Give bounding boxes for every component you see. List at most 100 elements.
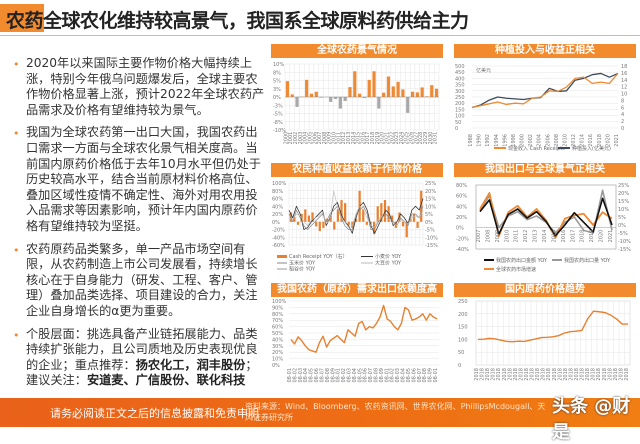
svg-text:-10%: -10%: [425, 235, 438, 241]
svg-text:2007: 2007: [476, 230, 482, 243]
svg-text:2008: 2008: [485, 230, 491, 243]
footer-bar: 请务必阅读正文之后的信息披露和免责申明 资料来源：Wind、Bloomberg、…: [0, 398, 640, 427]
svg-text:10: 10: [621, 92, 627, 98]
bullet-dot-icon: •: [13, 243, 20, 259]
svg-text:-5%: -5%: [273, 112, 283, 118]
svg-text:亿美元: 亿美元: [476, 67, 491, 74]
svg-text:10%: 10%: [272, 357, 283, 363]
svg-text:15%: 15%: [618, 199, 629, 205]
source-line: 资料来源：Wind、Bloomberg、农药资讯网、世界农化网、Phillips…: [245, 401, 575, 412]
svg-text:2004: 2004: [537, 134, 543, 147]
svg-text:现金收入 Cash Receipts: 现金收入 Cash Receipts: [508, 145, 565, 152]
svg-text:150: 150: [455, 107, 465, 113]
bullet-text: 2020年以来国际主要作物价格大幅持续上涨，特别今年俄乌问题爆发后，全球主要农作…: [26, 56, 264, 117]
svg-text:2020: 2020: [605, 134, 611, 147]
svg-text:全球农药市场增速: 全球农药市场增速: [496, 266, 536, 273]
svg-text:250: 250: [455, 95, 465, 101]
svg-text:0%: 0%: [456, 226, 464, 232]
svg-text:2002: 2002: [528, 134, 534, 147]
svg-text:小麦价 YOY: 小麦价 YOY: [375, 253, 402, 260]
svg-text:2017: 2017: [570, 230, 576, 243]
svg-text:12: 12: [621, 85, 627, 91]
bullet-item: •我国为全球农药第一出口大国，我国农药出口需求一方面与全球农化景气相关度高。当前…: [8, 125, 266, 234]
chart-title: 全球农药景气情况: [271, 44, 443, 58]
svg-text:20%: 20%: [425, 189, 436, 195]
svg-text:250: 250: [458, 299, 468, 305]
svg-text:50: 50: [458, 350, 464, 356]
watermark: 头条 @财是: [552, 392, 640, 444]
svg-text:2018: 2018: [624, 368, 630, 381]
svg-text:14: 14: [621, 78, 627, 84]
bullet-item: •个股层面：挑选具备产业链拓展能力、品类持续扩张能力，且公司质地及历史表现优良的…: [8, 327, 266, 389]
svg-text:2014: 2014: [580, 134, 586, 147]
chart-panel-export-correlation: 我国出口与全球景气正相关 -40%-20%0%20%40%60%80%-15%-…: [454, 163, 636, 275]
svg-text:20%: 20%: [272, 350, 283, 356]
svg-text:50: 50: [455, 120, 461, 126]
chart-title: 国内原药价格趋势: [454, 283, 636, 297]
svg-text:8%: 8%: [273, 70, 281, 76]
svg-text:我国农药出口金额 YOY: 我国农药出口金额 YOY: [496, 257, 548, 264]
title-divider: [0, 35, 640, 36]
svg-text:2012: 2012: [523, 230, 529, 243]
source-line: 风证券研究所: [245, 412, 575, 423]
svg-text:0%: 0%: [272, 220, 280, 226]
svg-text:25%: 25%: [618, 183, 629, 189]
svg-text:2016: 2016: [588, 134, 594, 147]
svg-text:5%: 5%: [273, 79, 281, 85]
svg-text:2: 2: [621, 119, 624, 125]
svg-text:2015: 2015: [551, 230, 557, 243]
svg-text:100%: 100%: [272, 181, 287, 187]
chart-panel-farmer-income: 农民种植收益依赖于作物价格 -60%-40%-20%0%20%40%60%80%…: [271, 163, 443, 275]
bullet-item: •农药原药品类繁多，单一产品市场空间有限，从农药制造上市公司发展看，持续增长核心…: [8, 242, 266, 320]
svg-text:1994: 1994: [494, 134, 500, 147]
svg-text:30%: 30%: [272, 344, 283, 350]
svg-text:稻谷价 YOY: 稻谷价 YOY: [289, 266, 316, 273]
svg-text:1992: 1992: [485, 134, 491, 147]
svg-text:100%: 100%: [272, 299, 287, 305]
svg-text:-15%: -15%: [425, 243, 438, 249]
svg-text:2010: 2010: [504, 230, 510, 243]
svg-text:20%: 20%: [618, 191, 629, 197]
svg-text:2000: 2000: [520, 134, 526, 147]
svg-text:200: 200: [458, 312, 468, 318]
line-chart: -40%-20%0%20%40%60%80%-15%-10%-5%0%5%10%…: [454, 177, 636, 275]
svg-text:2018: 2018: [597, 134, 603, 147]
svg-text:60%: 60%: [272, 197, 283, 203]
svg-text:300: 300: [455, 89, 465, 95]
svg-text:80%: 80%: [272, 312, 283, 318]
svg-text:2031: 2031: [433, 132, 439, 145]
svg-text:2010: 2010: [562, 134, 568, 147]
recommended-stocks: 扬农化工，润丰股份: [136, 358, 246, 372]
svg-text:1988: 1988: [468, 134, 474, 147]
page-title: 农药全球农化维持较高景气，我国系全球原料药供给主力: [6, 6, 469, 33]
svg-text:-5%: -5%: [425, 228, 435, 234]
svg-text:10%: 10%: [618, 207, 629, 213]
svg-text:10%: 10%: [273, 62, 284, 68]
svg-text:2013: 2013: [533, 230, 539, 243]
combo-chart: -60%-40%-20%0%20%40%60%80%100%-15%-10%-5…: [271, 177, 443, 275]
svg-text:2008: 2008: [554, 134, 560, 147]
bullet-list: • 2020年以来国际主要作物价格大幅持续上涨，特别今年俄乌问题爆发后，全球主要农…: [8, 56, 266, 396]
svg-text:1996: 1996: [502, 134, 508, 147]
svg-text:20%: 20%: [272, 212, 283, 218]
bullet-item: •2020年以来国际主要作物价格大幅持续上涨，特别今年俄乌问题爆发后，全球主要农…: [8, 56, 266, 118]
line-chart: 0501001502002503003504004505000246810121…: [454, 58, 636, 152]
bullet-dot-icon: •: [13, 328, 20, 344]
svg-text:2011: 2011: [514, 230, 520, 243]
svg-text:-40%: -40%: [456, 247, 469, 253]
svg-text:80%: 80%: [456, 183, 467, 189]
svg-text:5%: 5%: [425, 212, 433, 218]
svg-text:8: 8: [621, 98, 624, 104]
svg-text:150: 150: [458, 325, 468, 331]
svg-text:40%: 40%: [272, 204, 283, 210]
svg-text:玉米价 YOY: 玉米价 YOY: [289, 260, 316, 267]
svg-text:100: 100: [458, 337, 468, 343]
svg-text:-10%: -10%: [618, 239, 631, 245]
svg-text:18: 18: [621, 64, 627, 70]
svg-text:100: 100: [455, 114, 465, 120]
bar-chart: -10%-8%-5%-3%0%3%5%8%10%2000200120022003…: [271, 58, 443, 152]
